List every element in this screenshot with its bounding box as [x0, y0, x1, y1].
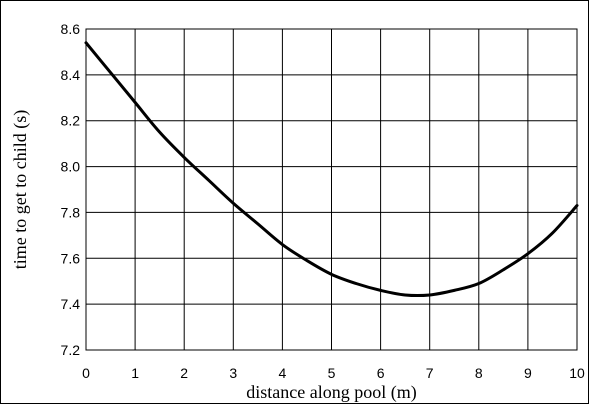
y-axis-title: time to get to child (s) — [10, 110, 31, 269]
y-tick-label: 7.4 — [61, 296, 81, 312]
x-tick-label: 1 — [131, 365, 139, 381]
y-tick-label: 8.4 — [61, 67, 81, 83]
x-tick-labels: 0 1 2 3 4 5 6 7 8 9 10 — [82, 365, 585, 381]
y-tick-label: 7.8 — [61, 204, 81, 220]
x-tick-label: 4 — [279, 365, 287, 381]
x-tick-label: 6 — [377, 365, 385, 381]
series-layer — [84, 41, 579, 298]
x-tick-label: 9 — [524, 365, 532, 381]
y-tick-labels: 7.2 7.4 7.6 7.8 8.0 8.2 8.4 8.6 — [61, 21, 81, 358]
x-axis-title: distance along pool (m) — [246, 382, 416, 403]
x-tick-label: 3 — [229, 365, 237, 381]
y-tick-label: 8.2 — [61, 113, 81, 129]
x-tick-label: 2 — [180, 365, 188, 381]
x-tick-label: 0 — [82, 365, 90, 381]
series-line — [84, 41, 579, 298]
plot-area-frame — [85, 28, 578, 351]
x-tick-label: 5 — [328, 365, 336, 381]
y-tick-label: 8.6 — [61, 21, 81, 37]
y-tick-label: 7.6 — [61, 250, 81, 266]
x-tick-label: 7 — [426, 365, 434, 381]
x-tick-label: 8 — [475, 365, 483, 381]
y-tick-label: 7.2 — [61, 342, 81, 358]
x-tick-label: 10 — [569, 365, 585, 381]
y-tick-label: 8.0 — [61, 159, 81, 175]
